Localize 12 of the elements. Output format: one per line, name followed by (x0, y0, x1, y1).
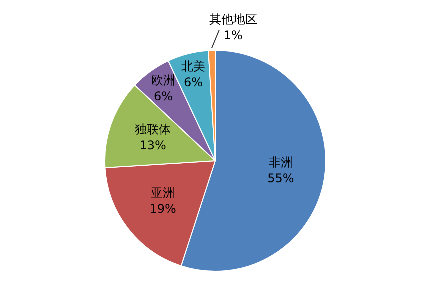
data-label: 6% (184, 76, 204, 90)
slice-label: 非洲 (268, 155, 293, 170)
slice-label: 北美 (182, 60, 206, 74)
data-label: 55% (268, 171, 294, 186)
slice-label: 独联体 (135, 122, 172, 137)
data-label: 19% (150, 202, 176, 216)
data-label: 1% (224, 28, 243, 43)
data-label: 6% (154, 90, 174, 104)
slice-label: 欧洲 (152, 74, 176, 88)
slice-label: 其他地区 (209, 12, 258, 27)
data-label: 13% (140, 138, 166, 153)
slice-label: 亚洲 (151, 186, 176, 200)
